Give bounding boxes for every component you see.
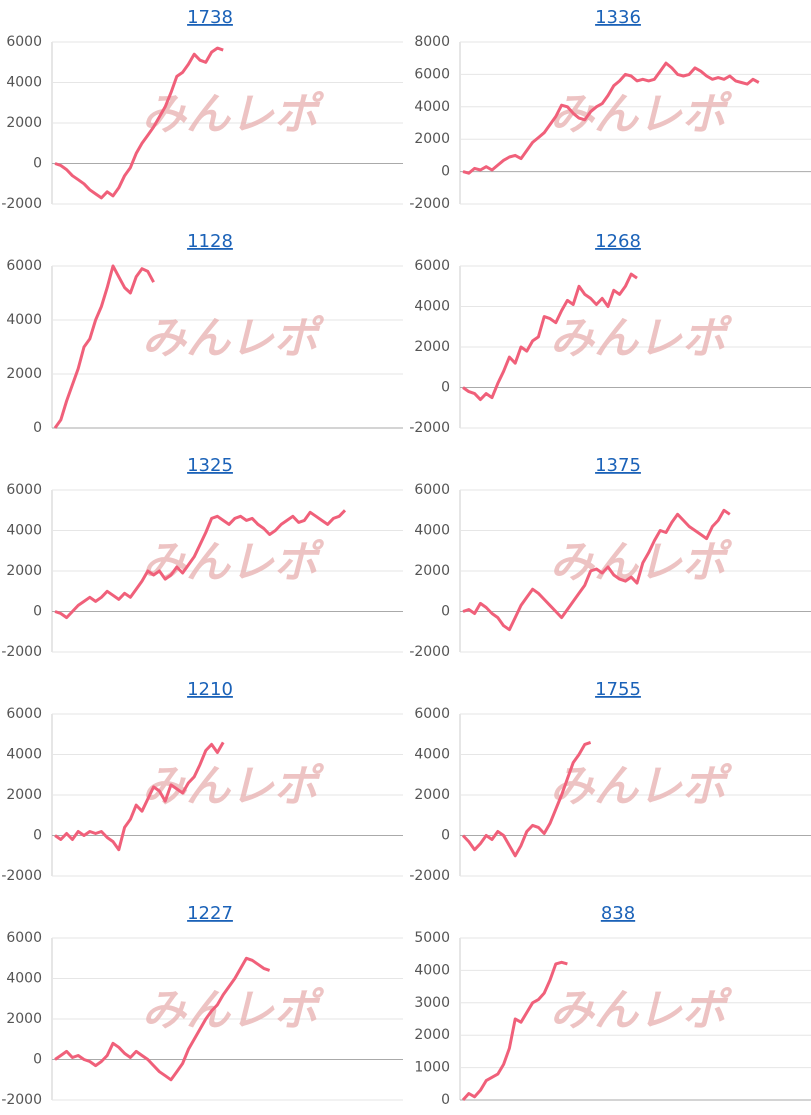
- y-tick-label: -2000: [409, 644, 450, 660]
- chart-title[interactable]: 1738: [187, 7, 233, 28]
- y-tick-label: 0: [33, 828, 42, 844]
- y-tick-label: 2000: [6, 787, 42, 803]
- line-series: [54, 46, 224, 200]
- y-tick-label: 6000: [6, 706, 42, 722]
- line-series: [462, 508, 731, 632]
- y-tick-label: 0: [441, 380, 450, 396]
- y-tick-label: 6000: [414, 706, 450, 722]
- y-tick-label: 4000: [414, 747, 450, 763]
- chart-title[interactable]: 1755: [595, 679, 641, 700]
- watermark: みんレポ: [550, 313, 733, 364]
- chart-panel: 1336 -2000 0 2000 4000 6000 8000 みんレポ: [409, 7, 811, 212]
- y-tick-label: -2000: [1, 1092, 42, 1108]
- y-tick-label: 6000: [414, 258, 450, 274]
- chart-title[interactable]: 838: [601, 903, 635, 924]
- y-tick-label: 8000: [414, 34, 450, 50]
- y-tick-label: 2000: [6, 366, 42, 382]
- watermark: みんレポ: [142, 985, 325, 1036]
- line-series: [53, 264, 155, 429]
- y-tick-label: 4000: [6, 747, 42, 763]
- chart-title[interactable]: 1325: [187, 455, 233, 476]
- y-tick-label: 4000: [6, 971, 42, 987]
- line-series: [461, 740, 592, 858]
- y-tick-label: 2000: [414, 339, 450, 355]
- y-tick-label: 4000: [6, 75, 42, 91]
- chart-title[interactable]: 1227: [187, 903, 233, 924]
- chart-panel: 1755 -2000 0 2000 4000 6000 みんレポ: [409, 679, 811, 884]
- y-tick-label: 6000: [6, 482, 42, 498]
- y-tick-label: 6000: [6, 258, 42, 274]
- chart-title[interactable]: 1128: [187, 231, 233, 252]
- line-series: [54, 956, 271, 1082]
- chart-panel: 1268 -2000 0 2000 4000 6000 みんレポ: [409, 231, 811, 436]
- y-tick-label: 0: [441, 164, 450, 180]
- y-tick-label: -2000: [409, 196, 450, 212]
- y-tick-label: 3000: [414, 995, 450, 1011]
- y-tick-label: -2000: [1, 196, 42, 212]
- line-series: [54, 741, 225, 852]
- y-tick-label: 2000: [414, 787, 450, 803]
- chart-panel: 1128 0 2000 4000 6000 みんレポ: [6, 231, 403, 436]
- line-series: [461, 960, 568, 1101]
- y-tick-label: 0: [441, 604, 450, 620]
- y-tick-label: 6000: [414, 482, 450, 498]
- chart-panel: 1227 -2000 0 2000 4000 6000 みんレポ: [1, 903, 403, 1108]
- y-tick-label: 2000: [414, 563, 450, 579]
- line-series: [462, 61, 760, 175]
- y-tick-label: -2000: [1, 868, 42, 884]
- y-tick-label: 0: [441, 1092, 450, 1108]
- y-tick-label: 6000: [6, 34, 42, 50]
- watermark: みんレポ: [550, 985, 733, 1036]
- chart-title[interactable]: 1210: [187, 679, 233, 700]
- y-tick-label: 0: [33, 604, 42, 620]
- chart-panel: 1325 -2000 0 2000 4000 6000 みんレポ: [1, 455, 403, 660]
- y-tick-label: 4000: [414, 99, 450, 115]
- chart-panel: 838 0 1000 2000 3000 4000 5000 みんレポ: [414, 903, 811, 1108]
- y-tick-label: 0: [33, 420, 42, 436]
- watermark: みんレポ: [142, 313, 325, 364]
- line-series: [462, 272, 638, 402]
- chart-title[interactable]: 1268: [595, 231, 641, 252]
- y-tick-label: 1000: [414, 1060, 450, 1076]
- y-tick-label: 0: [441, 828, 450, 844]
- y-tick-label: 0: [33, 1052, 42, 1068]
- y-tick-label: 2000: [414, 131, 450, 147]
- y-tick-label: 0: [33, 156, 42, 172]
- chart-title[interactable]: 1336: [595, 7, 641, 28]
- y-tick-label: 6000: [6, 930, 42, 946]
- y-tick-label: 4000: [414, 962, 450, 978]
- y-tick-label: 2000: [6, 115, 42, 131]
- y-tick-label: -2000: [409, 868, 450, 884]
- y-tick-label: 2000: [6, 563, 42, 579]
- chart-title[interactable]: 1375: [595, 455, 641, 476]
- chart-panel: 1738 -2000 0 2000 4000 6000 みんレポ: [1, 7, 403, 212]
- y-tick-label: 2000: [414, 1027, 450, 1043]
- watermark: みんレポ: [142, 537, 325, 588]
- watermark: みんレポ: [550, 761, 733, 812]
- y-tick-label: 4000: [414, 299, 450, 315]
- y-tick-label: 6000: [414, 66, 450, 82]
- y-tick-label: 5000: [414, 930, 450, 946]
- y-tick-label: 4000: [414, 523, 450, 539]
- y-tick-label: -2000: [1, 644, 42, 660]
- line-series: [54, 509, 347, 620]
- y-tick-label: -2000: [409, 420, 450, 436]
- y-tick-label: 2000: [6, 1011, 42, 1027]
- y-tick-label: 4000: [6, 312, 42, 328]
- y-tick-label: 4000: [6, 523, 42, 539]
- watermark: みんレポ: [550, 89, 733, 140]
- watermark: みんレポ: [142, 89, 325, 140]
